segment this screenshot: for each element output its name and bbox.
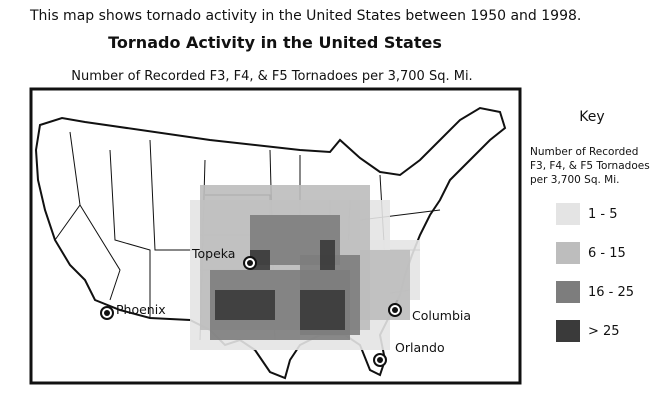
map-subtitle: Number of Recorded F3, F4, & F5 Tornadoe…	[71, 69, 472, 84]
key-label: 6 - 15	[588, 246, 626, 261]
city-dot	[104, 310, 110, 316]
cities: Topeka Phoenix Columbia Orlando	[100, 246, 471, 367]
key-swatch	[556, 242, 580, 264]
tornado-area	[300, 290, 345, 330]
tornado-area	[215, 290, 275, 320]
key-heading: Number of Recorded F3, F4, & F5 Tornadoes…	[530, 146, 650, 186]
key-swatch	[556, 281, 580, 303]
city-label: Columbia	[412, 308, 471, 323]
city-label: Phoenix	[116, 302, 166, 317]
city-label: Orlando	[395, 340, 445, 355]
key-title: Key	[579, 109, 604, 125]
key-heading-line: Number of Recorded	[530, 146, 638, 158]
map-title: Tornado Activity in the United States	[108, 33, 442, 52]
caption: This map shows tornado activity in the U…	[29, 8, 581, 24]
tornado-areas	[190, 185, 420, 350]
tornado-area	[360, 250, 410, 320]
key-label: 16 - 25	[588, 285, 634, 300]
map	[34, 106, 507, 380]
key-swatch	[556, 203, 580, 225]
city-label: Topeka	[191, 246, 235, 261]
key-items: 1 - 5 6 - 15 16 - 25 > 25	[556, 203, 634, 342]
city-dot	[247, 260, 253, 266]
key-swatch	[556, 320, 580, 342]
key-label: 1 - 5	[588, 207, 618, 222]
city-dot	[392, 307, 398, 313]
key-heading-line: per 3,700 Sq. Mi.	[530, 174, 620, 186]
city-dot	[377, 357, 383, 363]
key-label: > 25	[588, 324, 620, 339]
key-heading-line: F3, F4, & F5 Tornadoes	[530, 160, 650, 172]
tornado-area	[320, 240, 335, 270]
